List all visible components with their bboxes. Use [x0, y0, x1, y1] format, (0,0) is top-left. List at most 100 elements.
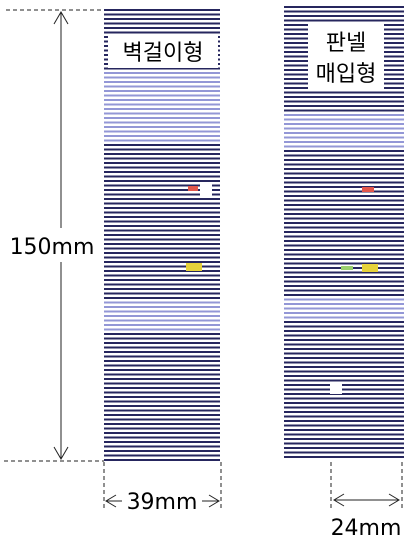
panel-body-stripe: [284, 136, 404, 139]
wall-body-stripe: [104, 450, 220, 452]
wall-indicator-yellow: [186, 263, 202, 271]
panel-body-stripe: [284, 96, 404, 98]
panel-body-stripe: [284, 334, 404, 337]
wall-body-stripe: [104, 261, 220, 263]
wall-body-stripe: [104, 270, 220, 272]
panel-body-stripe: [284, 91, 404, 94]
panel-body-stripe: [284, 303, 404, 305]
panel-body-stripe: [284, 339, 404, 341]
wall-body-stripe: [104, 211, 220, 214]
panel-width-label: 24mm: [331, 516, 402, 541]
panel-indicator-red: [362, 187, 374, 192]
panel-body-stripe: [284, 294, 404, 296]
wall-body-stripe: [104, 234, 220, 236]
wall-body-stripe: [104, 400, 220, 403]
panel-body-stripe: [284, 150, 404, 152]
panel-body-stripe: [284, 6, 404, 8]
wall-body-stripe: [104, 13, 220, 16]
panel-body-stripe: [284, 433, 404, 436]
wall-body-stripe: [104, 180, 220, 182]
panel-body-stripe: [284, 105, 404, 107]
panel-body-stripe: [284, 447, 404, 449]
panel-type-label-line2: 매입형: [316, 62, 377, 87]
wall-body-stripe: [104, 184, 220, 187]
wall-body-stripe: [104, 22, 220, 25]
panel-body-stripe: [284, 370, 404, 373]
wall-body-stripe: [104, 409, 220, 412]
panel-body-stripe: [284, 325, 404, 328]
wall-type-label: 벽걸이형: [123, 41, 204, 66]
height-label-background: [0, 232, 100, 260]
panel-body-stripe: [284, 19, 404, 22]
panel-body-stripe: [284, 316, 404, 319]
wall-body-stripe: [104, 337, 220, 340]
wall-body-stripe: [104, 193, 220, 196]
wall-body-stripe: [104, 126, 220, 128]
wall-body-stripe: [104, 252, 220, 254]
wall-body-stripe: [104, 225, 220, 227]
panel-indicator-yellow: [362, 264, 378, 272]
wall-body-stripe: [104, 418, 220, 421]
wall-label-background: [108, 36, 218, 68]
panel-body-stripe: [284, 253, 404, 256]
wall-indicator-white: [200, 184, 212, 198]
wall-body-stripe: [104, 67, 220, 70]
wall-body-stripe: [104, 333, 220, 335]
wall-body-stripe: [104, 369, 220, 371]
panel-body-stripe: [284, 424, 404, 427]
panel-body-stripe: [284, 352, 404, 355]
wall-body-stripe: [104, 445, 220, 448]
height-arrowhead-bottom: [53, 446, 69, 460]
wall-body-stripe: [104, 103, 220, 106]
panel-body-stripe: [284, 100, 404, 103]
panel-width-arrowhead-right: [388, 493, 400, 507]
wall-body-stripe: [104, 18, 220, 20]
panel-body-stripe: [284, 298, 404, 301]
wall-body-stripe: [104, 175, 220, 178]
panel-body-stripe: [284, 429, 404, 431]
wall-body-stripe: [104, 157, 220, 160]
wall-body-stripe: [104, 301, 220, 304]
wall-body-stripe: [104, 373, 220, 376]
wall-body-stripe: [104, 135, 220, 137]
panel-body-stripe: [284, 208, 404, 211]
panel-body-stripe: [284, 213, 404, 215]
panel-body-stripe: [284, 249, 404, 251]
panel-body-stripe: [284, 379, 404, 382]
wall-body-stripe: [104, 189, 220, 191]
wall-body-stripe: [104, 153, 220, 155]
wall-body-stripe: [104, 441, 220, 443]
wall-body-stripe: [104, 256, 220, 259]
wall-body-stripe: [104, 360, 220, 362]
panel-body-stripe: [284, 109, 404, 112]
panel-body-stripe: [284, 388, 404, 391]
panel-body-stripe: [284, 195, 404, 197]
wall-body-stripe: [104, 274, 220, 277]
panel-body-stripe: [284, 154, 404, 157]
panel-body-stripe: [284, 258, 404, 260]
panel-body-stripe: [284, 262, 404, 265]
wall-body-stripe: [104, 427, 220, 430]
wall-body-stripe: [104, 85, 220, 88]
wall-body-stripe: [104, 216, 220, 218]
panel-body-stripe: [284, 411, 404, 413]
wall-body-stripe: [104, 306, 220, 308]
wall-body-stripe: [104, 319, 220, 322]
panel-body-stripe: [284, 132, 404, 134]
wall-body-stripe: [104, 265, 220, 268]
wall-body-stripe: [104, 94, 220, 97]
panel-body-stripe: [284, 177, 404, 179]
wall-body-stripe: [104, 162, 220, 164]
wall-body-stripe: [104, 198, 220, 200]
wall-body-stripe: [104, 279, 220, 281]
wall-body-stripe: [104, 207, 220, 209]
wall-body-stripe: [104, 90, 220, 92]
wall-body-stripe: [104, 166, 220, 169]
panel-body-stripe: [284, 181, 404, 184]
panel-body-stripe: [284, 123, 404, 125]
panel-body-stripe: [284, 217, 404, 220]
panel-body-stripe: [284, 330, 404, 332]
wall-body-stripe: [104, 355, 220, 358]
wall-body-stripe: [104, 423, 220, 425]
wall-body-stripe: [104, 31, 220, 34]
